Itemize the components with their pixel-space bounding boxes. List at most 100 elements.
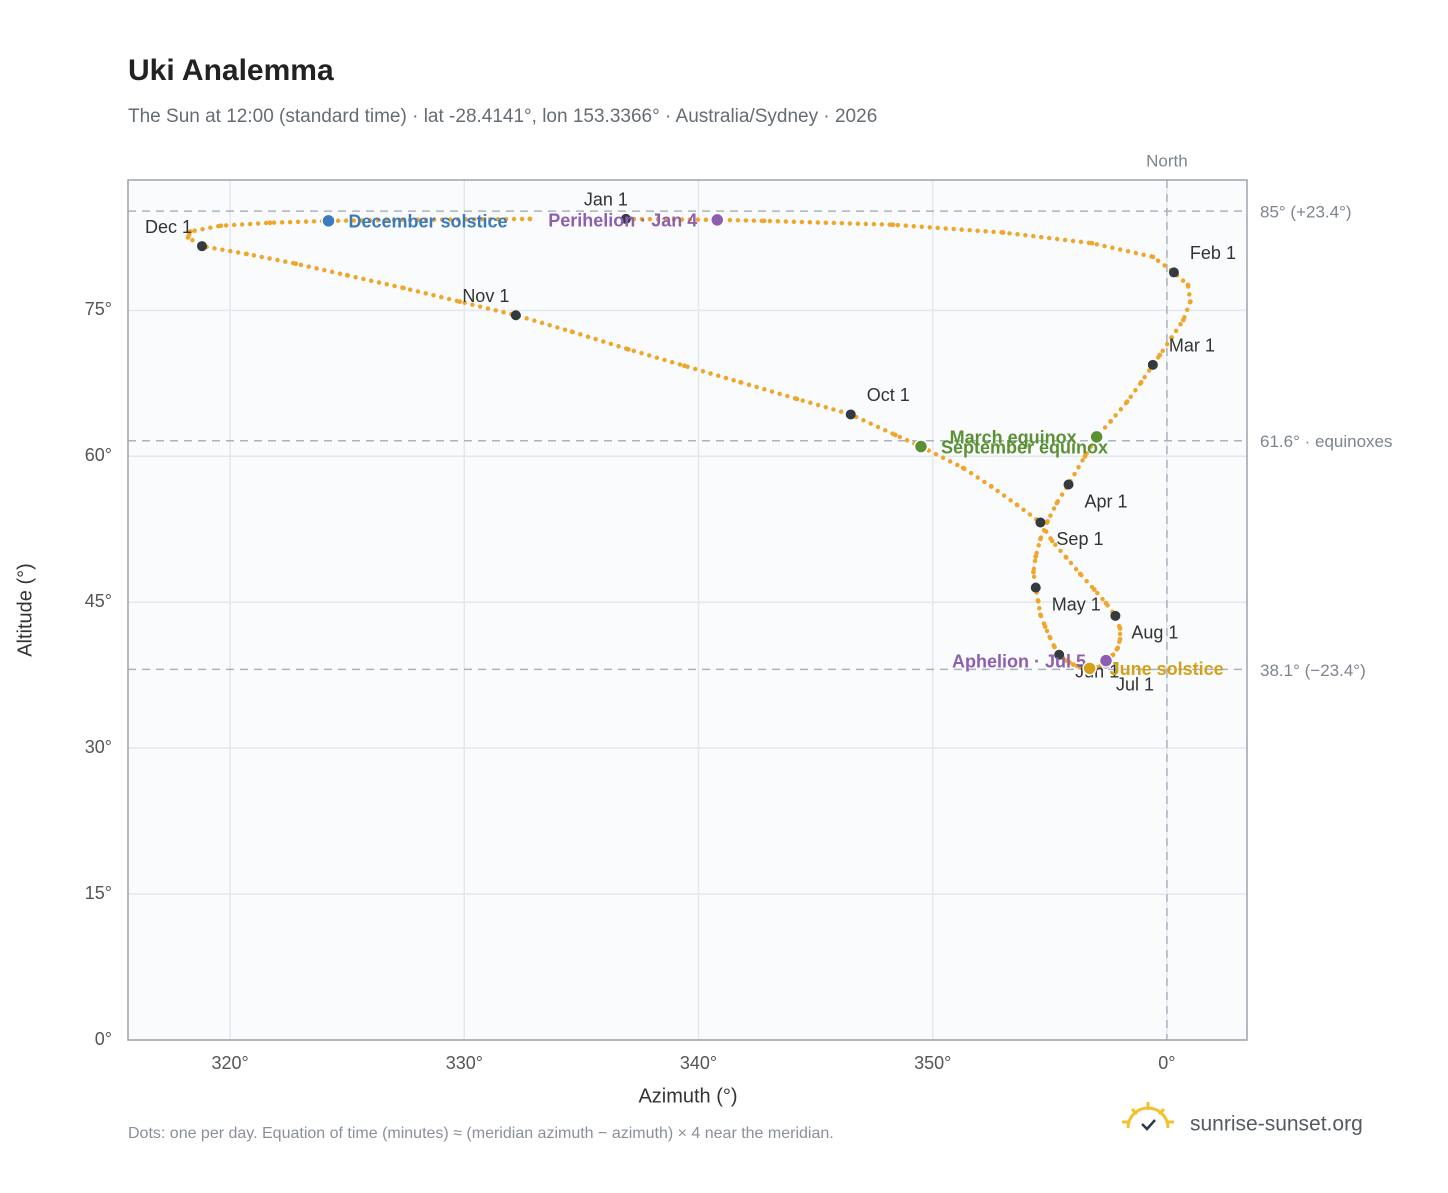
day-dot bbox=[1157, 352, 1163, 358]
day-dot bbox=[1117, 636, 1123, 642]
day-dot bbox=[988, 484, 994, 489]
x-axis-label: Azimuth (°) bbox=[638, 1085, 737, 1107]
analemma-path bbox=[185, 216, 1193, 671]
chart-subtitle: The Sun at 12:00 (standard time) · lat -… bbox=[128, 106, 877, 127]
day-dot bbox=[1185, 282, 1191, 288]
day-dot bbox=[794, 396, 800, 402]
month-label: Nov 1 bbox=[462, 286, 509, 306]
month-label: May 1 bbox=[1052, 594, 1101, 614]
day-dot bbox=[892, 432, 898, 438]
month-marker bbox=[1168, 267, 1179, 278]
day-dot bbox=[1070, 662, 1076, 667]
plot-area bbox=[128, 180, 1247, 1040]
chart-title: Uki Analemma bbox=[128, 54, 334, 87]
day-dot bbox=[244, 251, 249, 257]
day-dot bbox=[187, 229, 193, 234]
day-dot bbox=[218, 223, 224, 229]
day-dot bbox=[738, 379, 744, 385]
event-marker bbox=[1098, 653, 1114, 668]
month-marker bbox=[1063, 479, 1074, 490]
y-axis-label: Altitude (°) bbox=[14, 563, 36, 657]
event-label: Aphelion · Jul 5 bbox=[952, 651, 1086, 671]
day-dot bbox=[1187, 299, 1193, 305]
month-label: Jul 1 bbox=[1116, 674, 1154, 694]
day-dot bbox=[1077, 571, 1083, 577]
event-marker bbox=[1082, 661, 1097, 676]
reference-label: 85° (+23.4°) bbox=[1260, 203, 1352, 222]
day-dot bbox=[1031, 569, 1036, 575]
day-dot bbox=[293, 261, 299, 267]
month-label: Jan 1 bbox=[584, 190, 628, 210]
event-marker bbox=[913, 439, 929, 454]
day-dot bbox=[1169, 335, 1174, 341]
y-tick-label: 75° bbox=[85, 299, 112, 319]
month-label: Oct 1 bbox=[867, 385, 910, 405]
event-label: June solstice bbox=[1110, 659, 1224, 679]
event-label: Perihelion · Jan 4 bbox=[548, 211, 697, 231]
day-dot bbox=[1063, 555, 1069, 560]
day-dot bbox=[1049, 538, 1055, 544]
plot-frame bbox=[127, 179, 1248, 1041]
month-label: Feb 1 bbox=[1190, 243, 1236, 263]
month-marker bbox=[197, 241, 208, 252]
day-dot bbox=[527, 216, 533, 222]
month-marker bbox=[1030, 582, 1041, 593]
event-label: September equinox bbox=[941, 437, 1108, 457]
day-dot bbox=[1124, 399, 1130, 405]
day-dot bbox=[761, 218, 767, 224]
day-dot bbox=[1108, 418, 1114, 424]
day-dot bbox=[1014, 502, 1020, 508]
brand-name: sunrise-sunset.org bbox=[1190, 1113, 1363, 1136]
day-dot bbox=[344, 272, 350, 278]
y-tick-label: 15° bbox=[85, 883, 112, 903]
day-dot bbox=[890, 222, 896, 228]
day-dot bbox=[1082, 453, 1088, 459]
reference-label: 61.6° · equinoxes bbox=[1260, 432, 1393, 451]
day-dot bbox=[1035, 598, 1041, 604]
month-marker bbox=[1054, 649, 1065, 660]
day-dot bbox=[1089, 240, 1095, 246]
event-label: December solstice bbox=[348, 212, 507, 232]
month-label: Aug 1 bbox=[1131, 623, 1178, 643]
day-dot bbox=[1063, 658, 1069, 663]
month-label: Sep 1 bbox=[1056, 529, 1103, 549]
event-marker bbox=[1089, 429, 1104, 445]
x-tick-label: 350° bbox=[914, 1053, 951, 1073]
brand-logo bbox=[1122, 1102, 1174, 1131]
day-dot bbox=[1150, 254, 1156, 260]
month-label: Apr 1 bbox=[1085, 491, 1128, 511]
event-marker bbox=[321, 213, 336, 229]
day-dot bbox=[682, 363, 687, 369]
day-dot bbox=[1180, 317, 1186, 323]
day-dot bbox=[960, 465, 966, 471]
month-marker bbox=[1110, 610, 1121, 621]
day-dot bbox=[1000, 230, 1006, 235]
event-label: March equinox bbox=[950, 428, 1077, 448]
day-dot bbox=[1115, 645, 1121, 651]
reference-label: 38.1° (−23.4°) bbox=[1260, 661, 1366, 680]
day-dot bbox=[1103, 600, 1109, 606]
day-dot bbox=[1038, 612, 1043, 618]
month-label: Dec 1 bbox=[145, 217, 192, 237]
day-dot bbox=[625, 346, 631, 352]
day-dot bbox=[1091, 587, 1097, 592]
month-marker bbox=[620, 213, 631, 224]
y-tick-label: 30° bbox=[85, 737, 112, 757]
event-marker bbox=[709, 212, 725, 228]
day-dot bbox=[1110, 652, 1116, 658]
day-dot bbox=[1045, 519, 1050, 524]
x-tick-label: 320° bbox=[211, 1053, 248, 1073]
day-dot bbox=[1054, 500, 1060, 506]
day-dot bbox=[1033, 554, 1039, 559]
day-dot bbox=[267, 220, 273, 226]
month-marker bbox=[1147, 359, 1158, 370]
x-tick-label: 340° bbox=[680, 1053, 717, 1073]
month-label: Mar 1 bbox=[1169, 336, 1215, 356]
y-tick-label: 0° bbox=[95, 1029, 112, 1049]
month-marker bbox=[845, 409, 856, 420]
day-dot bbox=[415, 217, 420, 223]
y-tick-label: 45° bbox=[85, 591, 112, 611]
day-dot bbox=[401, 285, 406, 291]
